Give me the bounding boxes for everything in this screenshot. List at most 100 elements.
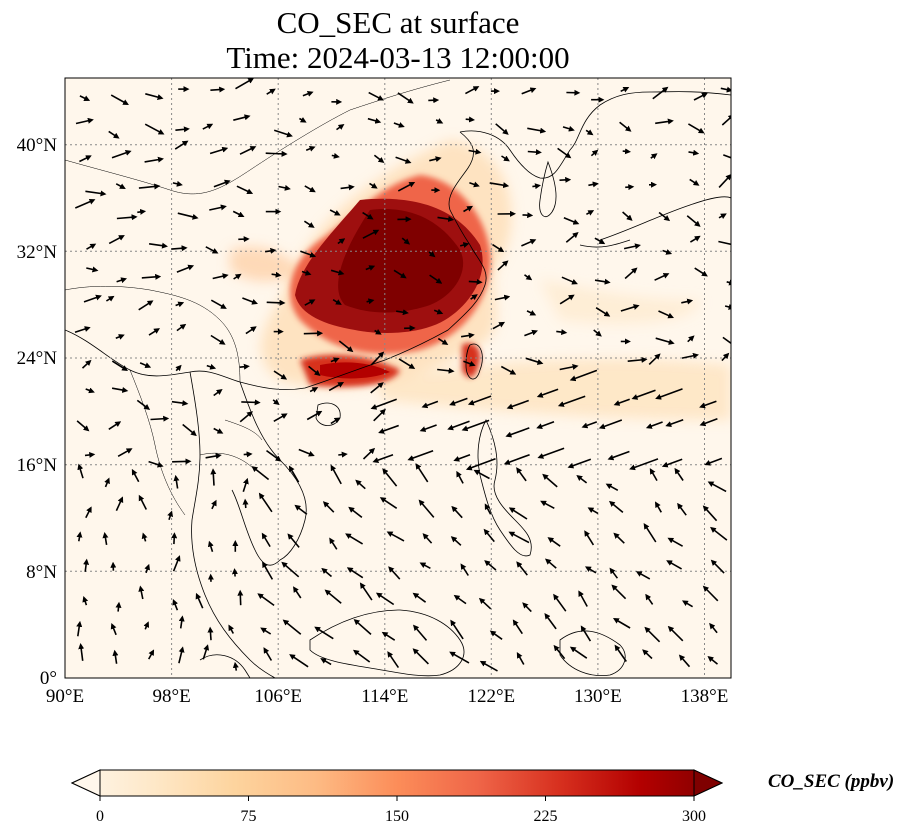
wind-arrow	[237, 589, 244, 606]
wind-arrow	[144, 156, 164, 163]
wind-arrow	[210, 86, 226, 93]
wind-arrow	[212, 273, 229, 280]
wind-arrow	[239, 146, 257, 155]
wind-arrow	[272, 398, 280, 406]
wind-arrow	[304, 185, 316, 193]
wind-arrow	[522, 602, 532, 613]
wind-arrow	[559, 294, 575, 305]
wind-arrow	[484, 560, 497, 571]
wind-arrow	[111, 360, 128, 371]
wind-arrow	[85, 190, 107, 197]
wind-arrow	[388, 566, 401, 580]
wind-arrow	[85, 506, 92, 519]
wind-arrow	[79, 95, 91, 101]
wind-arrow	[665, 418, 684, 427]
wind-arrow	[437, 337, 449, 345]
wind-arrow	[396, 309, 409, 316]
wind-arrow	[721, 114, 731, 126]
wind-arrow	[648, 353, 661, 365]
wind-arrow	[557, 395, 586, 407]
wind-arrow	[465, 458, 496, 471]
wind-arrow	[386, 531, 405, 542]
wind-arrow	[207, 540, 214, 553]
wind-arrow	[171, 400, 189, 407]
wind-arrow	[516, 467, 527, 482]
wind-arrow	[382, 468, 398, 487]
wind-arrow	[366, 298, 375, 305]
wind-arrow	[110, 94, 129, 105]
wind-arrow	[658, 211, 671, 222]
colorbar-tick-label: 75	[241, 808, 257, 825]
wind-arrow	[273, 129, 293, 138]
wind-arrow	[495, 123, 509, 135]
wind-arrow	[527, 149, 542, 156]
wind-arrow	[264, 247, 277, 254]
wind-arrow	[324, 589, 342, 604]
wind-arrow	[178, 646, 185, 664]
wind-arrow	[524, 329, 538, 337]
wind-arrow	[74, 198, 96, 209]
wind-arrow	[398, 358, 416, 369]
wind-arrow	[331, 152, 340, 159]
wind-arrow	[232, 210, 245, 218]
lon-tick-label: 122°E	[467, 686, 515, 707]
wind-arrow	[422, 533, 433, 544]
wind-arrow	[76, 420, 90, 432]
wind-arrow	[681, 600, 694, 608]
wind-arrow	[611, 584, 627, 600]
wind-arrow	[243, 451, 253, 458]
wind-arrow	[379, 497, 398, 509]
wind-arrow	[233, 273, 242, 280]
wind-arrow	[667, 625, 684, 642]
lat-tick-label: 24°N	[17, 348, 58, 369]
wind-arrow	[370, 351, 385, 366]
wind-arrow	[369, 182, 378, 189]
wind-arrow	[451, 505, 463, 519]
wind-arrow	[587, 507, 599, 515]
wind-arrow	[175, 126, 190, 133]
wind-arrow	[412, 648, 429, 665]
colorbar-tick-label: 300	[682, 808, 706, 825]
wind-arrow	[337, 238, 346, 245]
wind-arrow	[336, 123, 345, 131]
wind-arrow	[207, 626, 214, 641]
wind-arrow	[359, 582, 373, 601]
coastlines	[65, 91, 731, 678]
wind-arrow	[116, 277, 127, 284]
wind-arrow	[629, 458, 659, 471]
wind-arrow	[144, 563, 151, 574]
wind-arrow	[314, 626, 334, 640]
wind-arrow	[494, 294, 511, 301]
wind-arrow	[413, 624, 428, 641]
wind-arrow	[433, 308, 444, 315]
wind-arrow	[625, 184, 635, 191]
wind-arrow	[437, 367, 455, 374]
wind-arrow	[595, 307, 611, 317]
colorbar-label: CO_SEC (ppbv)	[768, 771, 895, 792]
wind-arrow	[724, 304, 731, 310]
wind-arrow	[79, 155, 92, 163]
wind-arrow	[288, 465, 300, 483]
wind-arrow	[627, 356, 648, 363]
wind-arrow	[210, 468, 217, 486]
colorbar-tick-label: 225	[534, 808, 558, 825]
wind-arrow	[642, 649, 653, 660]
wind-arrow	[421, 400, 439, 409]
map-title-line1: CO_SEC at surface	[276, 5, 520, 40]
lat-tick-label: 8°N	[26, 562, 57, 583]
wind-arrow	[635, 571, 651, 580]
wind-arrow	[687, 123, 705, 134]
wind-arrow	[115, 601, 122, 612]
wind-arrow	[492, 243, 505, 253]
wind-arrow	[694, 267, 708, 277]
wind-arrow	[721, 352, 730, 362]
wind-arrow	[561, 276, 578, 285]
wind-arrow	[345, 533, 364, 545]
wind-arrow	[131, 468, 140, 483]
wind-arrow	[468, 148, 482, 155]
wind-arrow	[115, 334, 125, 340]
wind-arrow	[522, 212, 534, 219]
wind-arrow	[281, 561, 300, 578]
map-frame	[64, 77, 732, 679]
wind-arrow	[613, 532, 625, 544]
